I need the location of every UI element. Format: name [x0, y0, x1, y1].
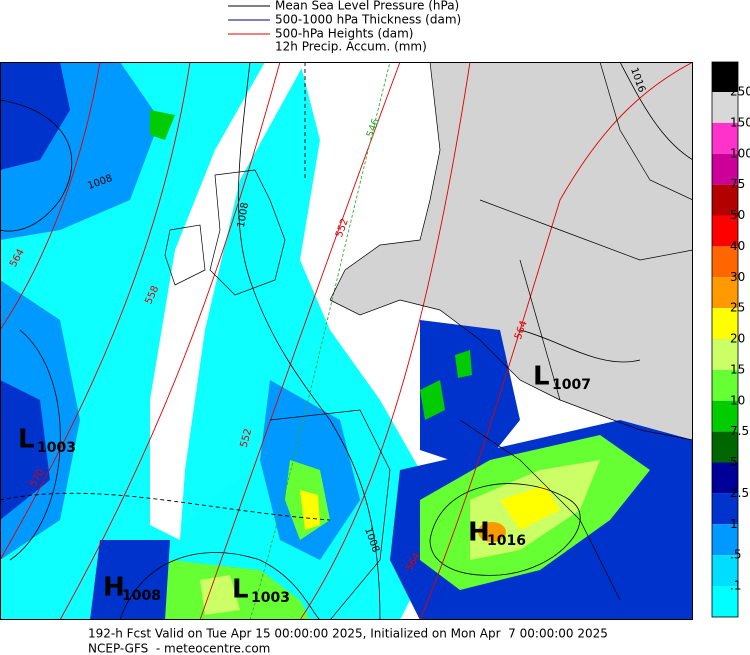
colorbar-swatch	[712, 62, 738, 92]
colorbar-label: 30	[730, 270, 745, 284]
colorbar-swatch	[712, 215, 738, 247]
dry-tongue	[150, 62, 305, 540]
pressure-center-value: 1016	[487, 533, 526, 549]
pressure-center-letter: H	[103, 573, 125, 603]
map	[0, 62, 693, 620]
colorbar-swatch	[712, 122, 738, 154]
colorbar-label: 50	[730, 208, 745, 222]
precip-moderate	[160, 560, 310, 620]
precip-area	[0, 380, 50, 520]
map-frame	[0, 62, 693, 620]
pressure-center-letter: L	[232, 575, 249, 605]
precip-area	[300, 490, 320, 530]
thickness-contour	[0, 492, 331, 521]
colorbar: 250 150 100 75 50 40 30 25 20 15 10 7.5 5 2.5 1 .5 .1	[711, 61, 750, 618]
colorbar-label: 25	[730, 301, 745, 315]
colorbar-swatch	[712, 308, 738, 339]
colorbar-swatch	[712, 277, 738, 309]
colorbar-swatch	[712, 369, 738, 401]
precip-heavy	[478, 522, 506, 542]
legend: Mean Sea Level Pressure (hPa) 500-1000 h…	[228, 0, 461, 54]
pressure-center-value: 1007	[552, 377, 591, 393]
precip-area	[420, 320, 520, 470]
colorbar-label: 150	[730, 115, 750, 129]
land-europe	[330, 62, 693, 440]
pressure-center-letter: L	[18, 425, 35, 455]
legend-item: Mean Sea Level Pressure (hPa)	[275, 0, 459, 13]
legend-item: 500-hPa Heights (dam)	[275, 27, 413, 41]
colorbar-swatch	[712, 153, 738, 185]
legend-item: 12h Precip. Accum. (mm)	[275, 40, 427, 54]
precip-area	[90, 540, 170, 620]
colorbar-label: 250	[730, 85, 750, 99]
contour-label: 1008	[236, 202, 251, 229]
footer-line: NCEP-GFS - meteocentre.com	[88, 642, 270, 655]
colorbar-label: 100	[730, 146, 750, 160]
colorbar-label: .1	[730, 579, 741, 593]
colorbar-swatch	[712, 431, 738, 463]
precip-area	[455, 350, 472, 378]
pressure-center-value: 1008	[122, 588, 161, 604]
colorbar-swatch	[712, 586, 738, 617]
colorbar-label: 7.5	[730, 424, 749, 438]
colorbar-swatch	[712, 524, 738, 556]
pressure-center-letter: L	[533, 362, 550, 392]
height-contours	[0, 62, 693, 620]
colorbar-swatch	[712, 184, 738, 216]
colorbar-swatch	[712, 555, 738, 586]
colorbar-swatch	[712, 462, 738, 494]
colorbar-swatch	[712, 92, 738, 123]
precip-area	[150, 110, 175, 140]
precip-moderate	[200, 575, 240, 615]
colorbar-label: .5	[730, 548, 741, 562]
colorbar-label: 15	[730, 362, 745, 376]
contour-label: 552	[239, 427, 255, 448]
coastlines	[164, 62, 693, 620]
precip-heavy	[500, 485, 560, 530]
colorbar-label: 20	[730, 332, 745, 346]
colorbar-label: 2.5	[730, 486, 749, 500]
colorbar-swatch	[712, 400, 738, 432]
land-scandinavia	[600, 62, 693, 200]
legend-item: 500-1000 hPa Thickness (dam)	[275, 13, 461, 27]
precip-area	[0, 62, 70, 170]
thickness-contour	[249, 62, 391, 620]
colorbar-swatch	[712, 339, 738, 370]
pressure-center-value: 1003	[251, 590, 290, 606]
colorbar-swatch	[712, 493, 738, 525]
footer-line: 192-h Fcst Valid on Tue Apr 15 00:00:00 …	[88, 627, 608, 641]
colorbar-label: 1	[730, 517, 738, 531]
colorbar-label: 5	[730, 455, 738, 469]
mslp-contours	[0, 62, 693, 620]
colorbar-frame	[711, 61, 739, 618]
pressure-center-value: 1003	[37, 440, 76, 456]
colorbar-label: 10	[730, 393, 745, 407]
colorbar-swatch	[712, 246, 738, 278]
colorbar-label: 75	[730, 177, 745, 191]
precip-area	[420, 380, 445, 420]
colorbar-label: 40	[730, 239, 745, 253]
pressure-center-letter: H	[468, 518, 490, 548]
